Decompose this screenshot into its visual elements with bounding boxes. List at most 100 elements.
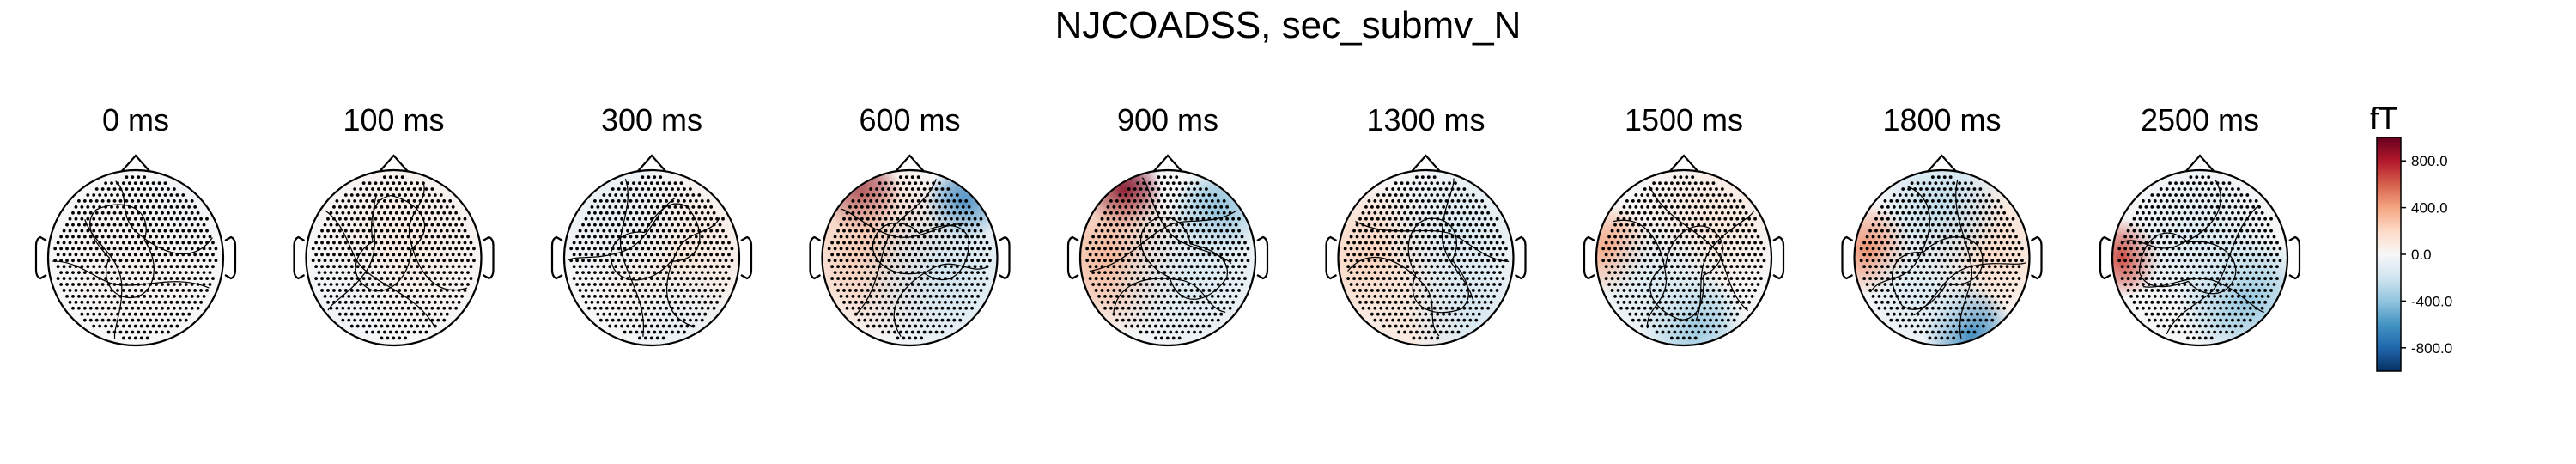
sensor-dot <box>1607 235 1611 239</box>
sensor-dot <box>1703 247 1706 251</box>
sensor-dot <box>955 300 959 304</box>
sensor-dot <box>424 187 428 191</box>
sensor-dot <box>418 199 422 203</box>
sensor-dot <box>169 300 173 304</box>
sensor-dot <box>1154 193 1157 197</box>
sensor-dot <box>451 300 455 304</box>
sensor-dot <box>1889 235 1893 239</box>
sensor-dot <box>118 330 123 334</box>
sensor-dot <box>961 229 965 233</box>
sensor-dot <box>1376 265 1380 269</box>
sensor-dot <box>1930 187 1935 191</box>
sensor-dot <box>1693 205 1698 209</box>
sensor-dot <box>926 300 930 304</box>
sensor-dot <box>1201 241 1206 245</box>
sensor-dot <box>202 283 206 286</box>
sensor-dot <box>926 312 930 316</box>
sensor-dot <box>863 223 867 227</box>
sensor-dot <box>584 229 588 233</box>
sensor-dot <box>1658 277 1662 280</box>
sensor-dot <box>1207 312 1212 316</box>
sensor-dot <box>1358 253 1362 257</box>
sensor-dot <box>920 300 924 304</box>
sensor-dot <box>436 199 440 203</box>
sensor-dot <box>706 223 710 227</box>
sensor-dot <box>2219 223 2222 227</box>
sensor-dot <box>1607 283 1611 286</box>
sensor-dot <box>1862 241 1867 245</box>
sensor-dot <box>647 211 651 215</box>
sensor-dot <box>1753 253 1757 257</box>
sensor-dot <box>1228 235 1232 239</box>
sensor-dot <box>1112 277 1116 280</box>
sensor-dot <box>961 217 965 221</box>
sensor-dot <box>1142 312 1145 316</box>
sensor-dot <box>1474 306 1479 310</box>
sensor-dot <box>1634 265 1638 269</box>
sensor-dot <box>673 241 677 245</box>
sensor-dot <box>349 253 354 257</box>
sensor-dot <box>833 271 837 275</box>
sensor-dot <box>157 324 161 328</box>
sensor-dot <box>715 241 719 245</box>
sensor-dot <box>1934 312 1938 316</box>
sensor-dot <box>1213 289 1218 292</box>
sensor-dot <box>1673 283 1677 286</box>
sensor-dot <box>433 217 437 221</box>
sensor-dot <box>926 229 930 233</box>
sensor-dot <box>1145 283 1149 286</box>
sensor-dot <box>416 193 419 197</box>
sensor-dot <box>104 229 108 233</box>
sensor-dot <box>1420 259 1425 263</box>
sensor-dot <box>445 300 449 304</box>
sensor-dot <box>1681 241 1686 245</box>
sensor-dot <box>404 312 408 316</box>
sensor-dot <box>1940 265 1944 269</box>
sensor-dot <box>908 253 912 257</box>
sensor-dot <box>1409 318 1413 322</box>
sensor-dot <box>181 193 185 197</box>
sensor-dot <box>355 205 360 209</box>
sensor-dot <box>866 277 870 280</box>
sensor-dot <box>365 306 368 310</box>
sensor-dot <box>406 306 410 310</box>
sensor-dot <box>368 229 372 233</box>
sensor-dot <box>398 300 402 304</box>
sensor-dot <box>887 330 890 334</box>
sensor-dot <box>190 306 194 310</box>
sensor-dot <box>392 277 396 280</box>
sensor-dot <box>1154 277 1157 280</box>
contour-line <box>1346 257 1440 337</box>
sensor-dot <box>1741 253 1746 257</box>
sensor-dot <box>53 259 58 263</box>
sensor-dot <box>982 235 986 239</box>
sensor-markers <box>569 175 734 340</box>
sensor-dot <box>2239 217 2244 221</box>
sensor-dot <box>74 217 78 221</box>
sensor-dot <box>416 324 419 328</box>
sensor-dot <box>127 277 131 280</box>
sensor-dot <box>2257 217 2262 221</box>
sensor-dot <box>361 277 366 280</box>
sensor-dot <box>418 235 422 239</box>
sensor-dot <box>928 271 933 275</box>
sensor-dot <box>1492 283 1496 286</box>
sensor-dot <box>1990 318 1995 322</box>
sensor-dot <box>1987 253 1991 257</box>
sensor-dot <box>1414 306 1419 310</box>
sensor-dot <box>1189 217 1194 221</box>
sensor-dot <box>1409 330 1413 334</box>
sensor-dot <box>353 211 357 215</box>
sensor-dot <box>326 300 330 304</box>
sensor-dot <box>1970 217 1973 221</box>
sensor-dot <box>1097 294 1101 298</box>
sensor-dot <box>2014 271 2018 275</box>
sensor-dot <box>371 271 374 275</box>
sensor-dot <box>673 217 677 221</box>
sensor-dot <box>380 324 384 328</box>
sensor-dot <box>1201 193 1206 197</box>
sensor-dot <box>410 312 414 316</box>
sensor-dot <box>382 187 386 191</box>
sensor-dot <box>1388 289 1392 292</box>
sensor-dot <box>56 277 60 280</box>
